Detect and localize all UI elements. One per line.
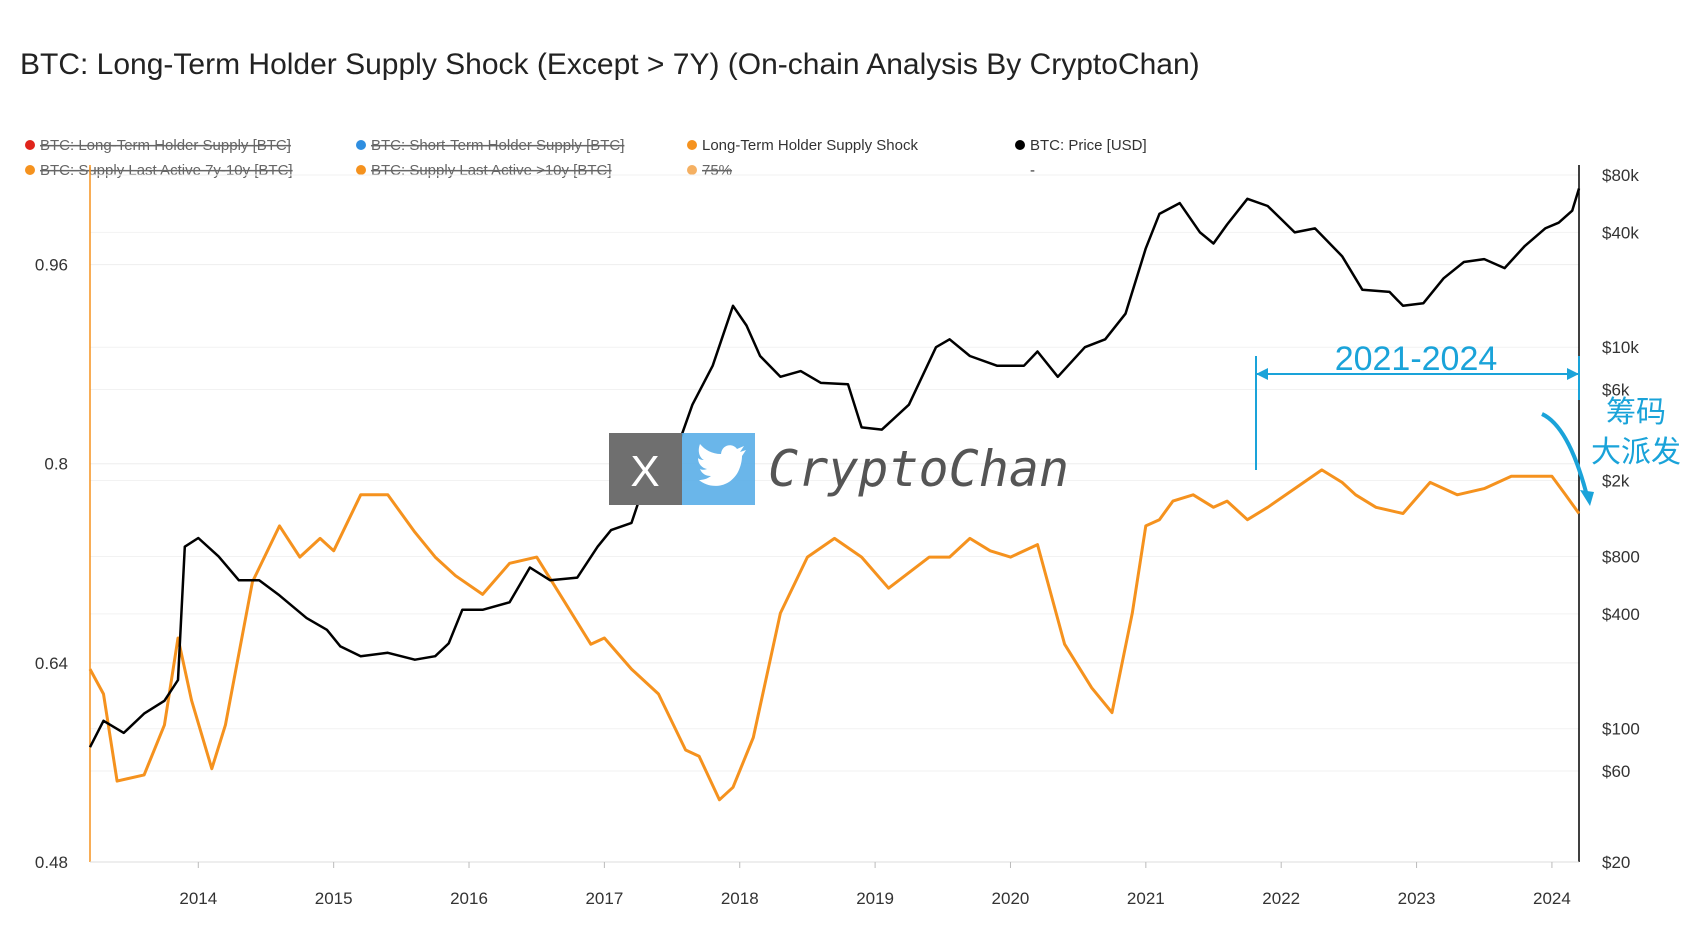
legend-item-label: BTC: Supply Last Active 7y-10y [BTC] <box>40 162 293 179</box>
y-right-tick-label: $2k <box>1602 472 1630 491</box>
legend-marker <box>687 140 697 150</box>
x-logo-background <box>609 433 682 505</box>
period-annotation: 2021-2024 <box>1255 340 1580 470</box>
x-tick-label: 2022 <box>1262 889 1300 908</box>
x-tick-label: 2024 <box>1533 889 1571 908</box>
y-left-tick-label: 0.8 <box>44 455 68 474</box>
legend-item-label: - <box>1030 162 1035 179</box>
x-tick-label: 2019 <box>856 889 894 908</box>
legend-marker <box>356 140 366 150</box>
series-line-price <box>88 188 1581 748</box>
period-label: 2021-2024 <box>1335 340 1498 378</box>
legend-marker <box>1015 140 1025 150</box>
twitter-bird-icon <box>698 444 746 486</box>
y-right-tick-label: $800 <box>1602 547 1640 566</box>
x-tick-label: 2021 <box>1127 889 1165 908</box>
y-right-tick-label: $20 <box>1602 853 1630 872</box>
y-axis-left: 0.96 0.8 0.64 0.48 <box>35 256 68 872</box>
down-arrow-head <box>1580 490 1594 506</box>
chart-title: BTC: Long-Term Holder Supply Shock (Exce… <box>20 48 1200 81</box>
legend-item-label: 75% <box>702 162 732 179</box>
y-left-tick-label: 0.96 <box>35 256 68 275</box>
x-logo-glyph: X <box>630 447 659 496</box>
x-tick-label: 2016 <box>450 889 488 908</box>
series-line-supply-shock <box>88 468 1581 802</box>
legend: BTC: Long-Term Holder Supply [BTC] BTC: S… <box>25 137 1147 179</box>
legend-item-label: BTC: Price [USD] <box>1030 137 1147 154</box>
down-arrow-curve <box>1541 412 1588 493</box>
x-tick-label: 2014 <box>179 889 217 908</box>
x-logo-watermark: X CryptoChan <box>609 433 1069 505</box>
x-axis: 2014 2015 2016 2017 2018 2019 2020 2021 2022 2023… <box>90 861 1579 908</box>
x-tick-label: 2017 <box>585 889 623 908</box>
legend-marker <box>25 140 35 150</box>
y-left-tick-label: 0.64 <box>35 654 68 673</box>
x-tick-label: 2015 <box>315 889 353 908</box>
y-right-tick-label: $100 <box>1602 720 1640 739</box>
y-left-tick-label: 0.48 <box>35 853 68 872</box>
legend-item-label: BTC: Long-Term Holder Supply [BTC] <box>40 137 291 154</box>
brand-watermark: CryptoChan <box>768 440 1069 498</box>
period-arrow-left <box>1256 368 1268 380</box>
chips-label-line1: 筹码 <box>1606 395 1666 430</box>
period-arrow-right <box>1567 368 1579 380</box>
distribution-annotation: 筹码 大派发 <box>1541 395 1681 506</box>
y-right-tick-label: $60 <box>1602 762 1630 781</box>
legend-marker <box>356 165 366 175</box>
series-layer <box>88 188 1581 802</box>
legend-marker <box>687 165 697 175</box>
legend-item-label: BTC: Supply Last Active >10y [BTC] <box>371 162 612 179</box>
legend-marker <box>25 165 35 175</box>
x-tick-label: 2018 <box>721 889 759 908</box>
y-right-tick-label: $400 <box>1602 605 1640 624</box>
y-right-tick-label: $80k <box>1602 166 1639 185</box>
y-right-tick-label: $10k <box>1602 338 1639 357</box>
y-axis-right: $80k $40k $10k $6k $2k $800 $400 $100 $60 $20 <box>1602 166 1640 872</box>
x-tick-label: 2020 <box>992 889 1030 908</box>
y-right-tick-label: $40k <box>1602 223 1639 242</box>
x-tick-label: 2023 <box>1398 889 1436 908</box>
chips-label-line2: 大派发 <box>1591 435 1681 470</box>
legend-item-label: BTC: Short-Term Holder Supply [BTC] <box>371 137 624 154</box>
grid <box>89 165 1580 863</box>
legend-item-label: Long-Term Holder Supply Shock <box>702 137 918 154</box>
y-right-tick-label: $6k <box>1602 381 1630 400</box>
